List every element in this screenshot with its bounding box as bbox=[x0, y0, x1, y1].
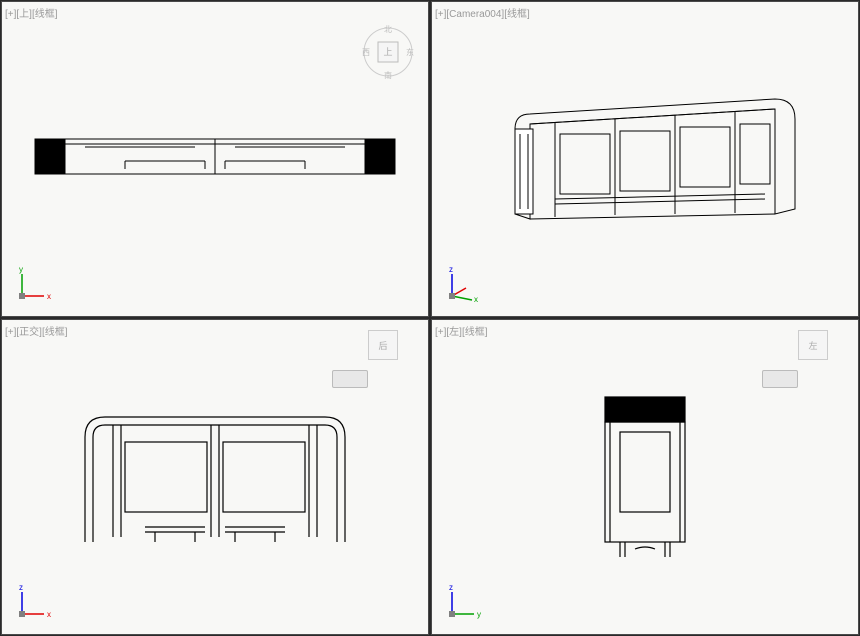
viewport-back-label[interactable]: [+][正交][线框] bbox=[5, 323, 68, 338]
axis-y-label: y bbox=[19, 265, 23, 274]
steering-wheel-left[interactable] bbox=[762, 370, 798, 388]
compass-n: 北 bbox=[384, 25, 392, 34]
steering-wheel-back[interactable] bbox=[332, 370, 368, 388]
viewport-top[interactable]: [+][上][线框] 上 北 东 南 西 bbox=[1, 1, 429, 317]
axis-y-label: z bbox=[449, 583, 453, 592]
axis-y-label: z bbox=[19, 583, 23, 592]
axis-gizmo-back[interactable]: x z bbox=[14, 582, 54, 622]
axis-x-label: x bbox=[47, 292, 51, 301]
wireframe-perspective-view bbox=[432, 2, 858, 316]
wireframe-back-view bbox=[2, 320, 428, 634]
axis-gizmo-left[interactable]: y z bbox=[444, 582, 484, 622]
compass-s: 南 bbox=[384, 70, 392, 80]
viewport-top-label[interactable]: [+][上][线框] bbox=[5, 5, 58, 20]
axis-gizmo-top[interactable]: x y bbox=[14, 264, 54, 304]
cube-face-label: 上 bbox=[383, 47, 392, 57]
viewport-grid: [+][上][线框] 上 北 东 南 西 bbox=[0, 0, 860, 636]
viewport-camera[interactable]: [+][Camera004][线框] bbox=[431, 1, 859, 317]
compass-e: 东 bbox=[406, 47, 414, 57]
viewport-left[interactable]: [+][左][线框] 左 bbox=[431, 319, 859, 635]
viewport-camera-label[interactable]: [+][Camera004][线框] bbox=[435, 5, 530, 20]
viewport-back[interactable]: [+][正交][线框] 后 bbox=[1, 319, 429, 635]
compass-w: 西 bbox=[362, 48, 370, 57]
axis-x-label: x bbox=[47, 610, 51, 619]
viewcube-top[interactable]: 上 北 东 南 西 bbox=[358, 22, 408, 72]
axis-x-label: x bbox=[474, 295, 478, 304]
wireframe-left-view bbox=[432, 320, 858, 634]
axis-x-label: y bbox=[477, 610, 481, 619]
axis-y-label: z bbox=[449, 265, 453, 274]
viewport-left-label[interactable]: [+][左][线框] bbox=[435, 323, 488, 338]
axis-gizmo-camera[interactable]: x z bbox=[444, 264, 484, 304]
